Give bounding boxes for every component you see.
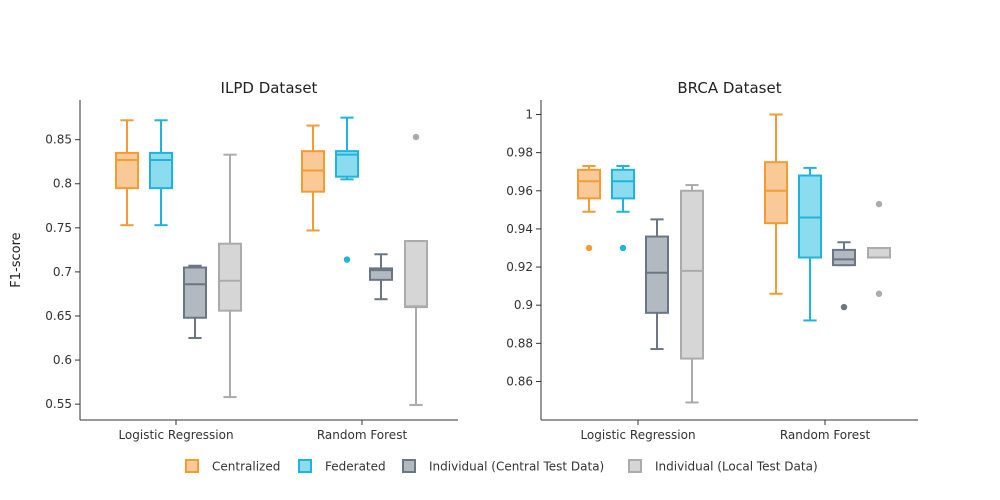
y-tick-label: 0.75 [45,221,72,235]
box-iqr [149,151,173,190]
box-iqr [115,151,139,190]
legend-label: Centralized [212,460,280,474]
box-federated-random-forest [335,116,359,263]
box-centralized-random-forest [764,113,788,295]
legend-label: Individual (Local Test Data) [655,460,818,474]
y-tick-label: 0.6 [53,353,72,367]
box-iqr [867,246,891,259]
y-axis-title: F1-score [9,232,24,287]
box-individual-central-test-data-random-forest [832,241,856,311]
box-individual-central-test-data-random-forest [369,253,393,301]
x-tick-label: Logistic Regression [580,428,695,442]
legend-item-individual-central-test-data: Individual (Central Test Data) [402,459,604,474]
x-tick-label: Logistic Regression [118,428,233,442]
box-iqr [611,168,635,200]
box-iqr [404,240,428,309]
box-centralized-logistic-regression [115,119,139,227]
legend-swatch [185,459,199,473]
box-iqr [369,267,393,281]
legend-item-centralized: Centralized [185,459,280,474]
outlier-point [412,133,420,141]
box-iqr [764,161,788,225]
box-iqr [218,242,242,312]
y-tick-label: 0.98 [506,146,533,160]
x-tick-label: Random Forest [780,428,871,442]
box-iqr [183,266,207,319]
y-tick-label: 0.8 [53,177,72,191]
legend-item-individual-local-test-data: Individual (Local Test Data) [628,459,818,474]
box-iqr [680,189,704,360]
outlier-point [619,244,627,252]
outlier-point [840,303,848,311]
y-tick-label: 0.86 [506,374,533,388]
chart-title: ILPD Dataset [221,79,318,97]
box-iqr [577,168,601,200]
y-tick-label: 0.88 [506,336,533,350]
box-iqr [645,235,669,314]
box-federated-logistic-regression [149,119,173,227]
legend-swatch [402,459,416,473]
box-federated-random-forest [798,166,822,322]
legend-label: Individual (Central Test Data) [429,460,604,474]
outlier-point [875,290,883,297]
legend-item-federated: Federated [298,459,386,474]
y-tick-label: 0.85 [45,133,72,147]
box-centralized-random-forest [301,124,325,232]
x-tick-label: Random Forest [317,428,408,442]
box-federated-logistic-regression [611,164,635,252]
legend-label: Federated [325,460,386,474]
box-individual-central-test-data-logistic-regression [183,264,207,340]
y-tick-label: 0.55 [45,397,72,411]
box-individual-local-test-data-logistic-regression [218,153,242,399]
outlier-point [585,244,593,252]
box-individual-local-test-data-random-forest [404,133,428,407]
y-tick-label: 0.96 [506,184,533,198]
y-tick-label: 0.94 [506,222,533,236]
y-tick-label: 0.7 [53,265,72,279]
box-iqr [335,150,359,178]
y-tick-label: 0.92 [506,260,533,274]
legend-swatch [298,459,312,473]
outlier-point [875,200,883,208]
y-tick-label: 0.65 [45,309,72,323]
outlier-point [343,256,351,263]
panel-ilpd: ILPD Dataset 0.55 0.6 0.65 0.7 0.75 0.8 0.85 Log… [45,79,458,442]
box-iqr [832,248,856,267]
box-individual-central-test-data-logistic-regression [645,218,669,351]
y-tick-label: 1 [525,107,533,121]
box-centralized-logistic-regression [577,164,601,252]
box-individual-local-test-data-logistic-regression [680,184,704,404]
panel-brca: BRCA Dataset 0.86 0.88 0.9 0.92 0.94 0.96 0.98 1… [506,79,918,442]
y-tick-label: 0.9 [514,298,533,312]
legend: Centralized Federated Individual (Central … [185,459,818,474]
chart-title: BRCA Dataset [677,79,781,97]
box-individual-local-test-data-random-forest [867,200,891,297]
legend-swatch [628,459,642,473]
